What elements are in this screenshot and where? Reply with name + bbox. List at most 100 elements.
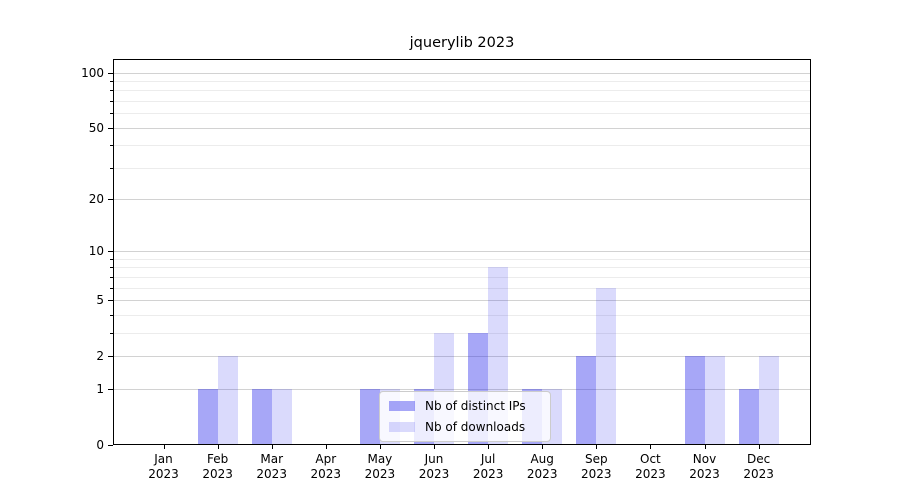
x-tick-year: 2023 [310, 466, 342, 481]
y-minor-tick [110, 113, 113, 115]
x-tick-year: 2023 [635, 466, 666, 481]
y-tick-label: 20 [88, 192, 104, 207]
gridline-minor [113, 276, 811, 278]
y-minor-tick [110, 267, 113, 269]
legend-item-downloads: Nb of downloads [389, 420, 541, 434]
bar-downloads [758, 355, 779, 445]
x-tick-label: Mar 2023 [256, 451, 287, 481]
y-minor-tick [110, 276, 113, 278]
x-tick-label: Feb 2023 [202, 451, 233, 481]
x-tick-year: 2023 [256, 466, 287, 481]
legend-label-distinct-ips: Nb of distinct IPs [425, 399, 526, 413]
gridline-minor [113, 81, 811, 83]
gridline-major [113, 127, 811, 129]
x-tick [596, 445, 598, 449]
y-minor-tick [110, 90, 113, 92]
y-minor-tick [110, 145, 113, 147]
x-tick [758, 445, 760, 449]
x-tick-year: 2023 [418, 466, 450, 481]
x-tick [271, 445, 273, 449]
x-tick-label: Oct 2023 [635, 451, 666, 481]
x-tick-year: 2023 [526, 466, 558, 481]
y-tick [108, 127, 113, 129]
bar-distinct-ips [576, 355, 597, 445]
x-tick-label: Aug 2023 [526, 451, 558, 481]
y-tick-label: 2 [96, 348, 104, 363]
chart-title: jquerylib 2023 [409, 35, 515, 51]
y-tick-label: 100 [81, 65, 104, 80]
gridline-minor [113, 267, 811, 269]
y-tick [108, 444, 113, 446]
x-tick [488, 445, 490, 449]
x-tick-year: 2023 [472, 466, 504, 481]
y-tick [108, 72, 113, 74]
bar-distinct-ips [738, 388, 759, 445]
y-minor-tick [110, 314, 113, 316]
gridline-major [113, 300, 811, 302]
gridline-minor [113, 101, 811, 103]
x-tick-year: 2023 [743, 466, 774, 481]
bar-distinct-ips [251, 388, 272, 445]
y-minor-tick [110, 101, 113, 103]
y-minor-tick [110, 332, 113, 334]
gridline-minor [113, 259, 811, 260]
x-tick-label: Sep 2023 [581, 451, 612, 481]
x-tick-label: May 2023 [364, 451, 396, 481]
gridline-minor [113, 90, 811, 92]
y-tick [108, 251, 113, 253]
x-tick-year: 2023 [202, 466, 233, 481]
x-tick [650, 445, 652, 449]
gridline-minor [113, 145, 811, 147]
y-tick-label: 1 [96, 381, 104, 396]
legend: Nb of distinct IPs Nb of downloads [379, 391, 551, 442]
bar-downloads [217, 355, 238, 445]
plot-frame [113, 59, 811, 445]
x-tick-year: 2023 [148, 466, 179, 481]
y-tick [108, 388, 113, 390]
y-tick-label: 5 [96, 293, 104, 308]
x-tick-label: Dec 2023 [743, 451, 774, 481]
y-minor-tick [110, 287, 113, 289]
legend-swatch-downloads [389, 422, 415, 432]
x-tick [434, 445, 435, 449]
x-tick [325, 445, 327, 449]
x-tick-label: Apr 2023 [310, 451, 342, 481]
x-tick-label: Nov 2023 [689, 451, 720, 481]
x-tick-year: 2023 [689, 466, 720, 481]
gridline-major [113, 251, 811, 253]
y-tick [108, 355, 113, 357]
y-tick [108, 199, 113, 201]
bar-downloads [271, 388, 292, 445]
x-tick [704, 445, 706, 449]
gridline-major [113, 355, 811, 357]
bar-downloads [704, 355, 725, 445]
x-tick-year: 2023 [364, 466, 396, 481]
y-tick-label: 10 [88, 244, 104, 259]
y-minor-tick [110, 167, 113, 169]
x-tick [163, 445, 165, 449]
x-tick-year: 2023 [581, 466, 612, 481]
legend-swatch-distinct-ips [389, 401, 415, 411]
legend-label-downloads: Nb of downloads [425, 420, 526, 434]
y-tick [108, 300, 113, 302]
legend-item-distinct-ips: Nb of distinct IPs [389, 399, 541, 413]
gridline-minor [113, 314, 811, 316]
gridline-major [113, 388, 811, 390]
x-tick-label: Jul 2023 [472, 451, 504, 481]
bar-downloads [596, 287, 617, 445]
gridline-minor [113, 167, 811, 169]
gridline-minor [113, 113, 811, 115]
x-tick [379, 445, 381, 449]
y-tick-label: 50 [88, 120, 104, 135]
bar-distinct-ips [197, 388, 218, 445]
gridline-major [113, 72, 811, 74]
x-tick-label: Jan 2023 [148, 451, 179, 481]
y-minor-tick [110, 259, 113, 260]
y-minor-tick [110, 81, 113, 83]
gridline-minor [113, 287, 811, 289]
gridline-minor [113, 332, 811, 334]
x-tick [217, 445, 219, 449]
x-tick [542, 445, 544, 449]
bar-distinct-ips [684, 355, 705, 445]
